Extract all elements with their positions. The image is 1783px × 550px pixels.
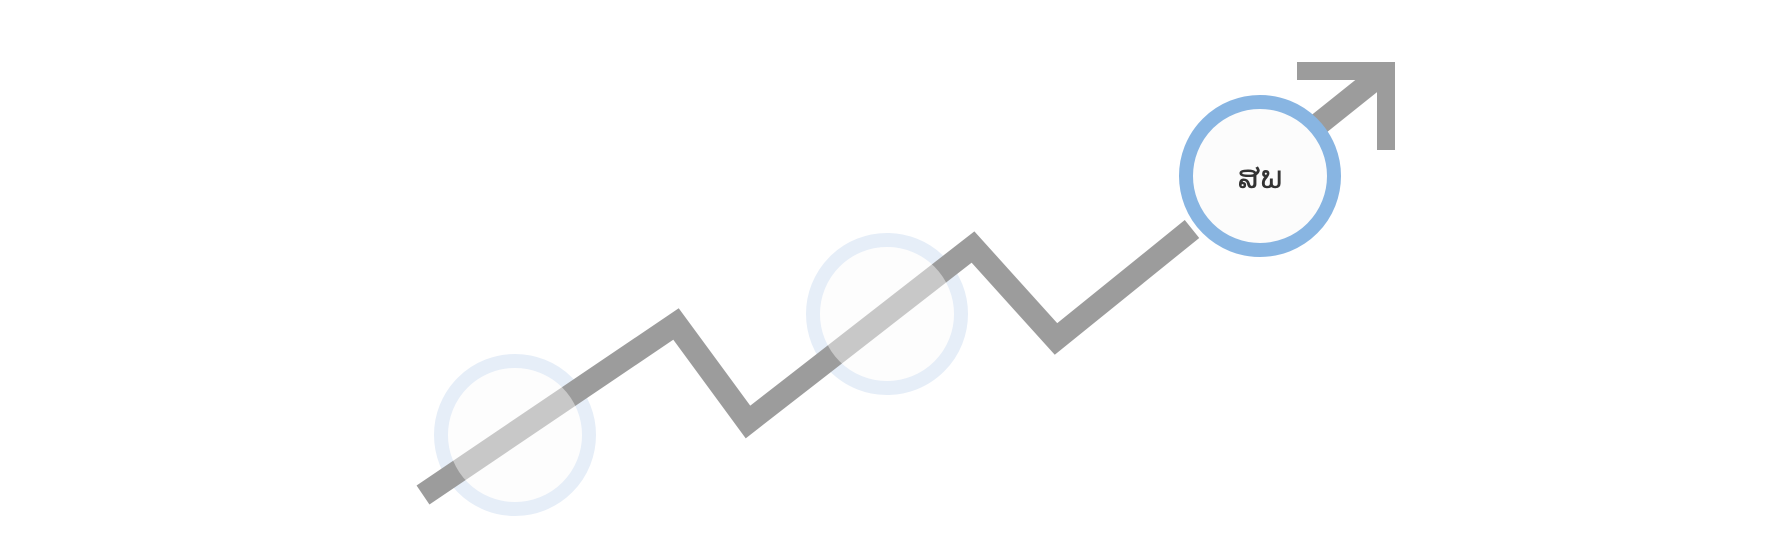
trend-line xyxy=(416,220,1200,505)
stage-marker-3 xyxy=(1179,95,1341,257)
stage-marker-3-label: ສພ xyxy=(1238,158,1282,196)
stage-marker-2-overlay xyxy=(820,247,954,381)
stage-marker-1-overlay xyxy=(448,368,582,502)
trend-up-arrow-icon xyxy=(1297,62,1395,150)
